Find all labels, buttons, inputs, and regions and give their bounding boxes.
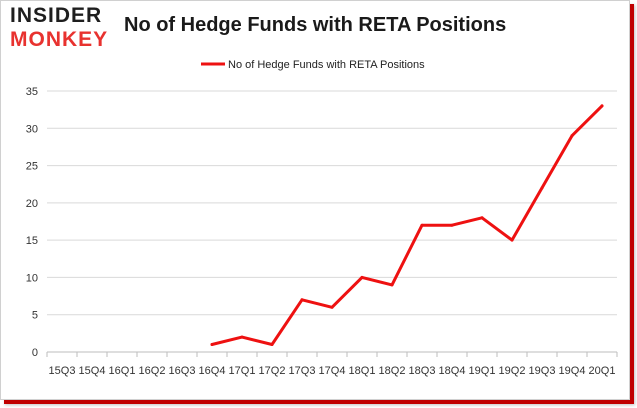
x-tick-label: 15Q4 — [79, 365, 106, 377]
data-point — [510, 238, 514, 242]
data-point — [450, 223, 454, 227]
chart-frame — [0, 0, 630, 400]
y-tick-label: 15 — [26, 235, 38, 247]
x-tick-label: 18Q3 — [409, 365, 436, 377]
x-tick-label: 20Q1 — [589, 365, 616, 377]
series-line-0 — [210, 104, 604, 346]
x-tick-label: 19Q1 — [469, 365, 496, 377]
data-point — [480, 216, 484, 220]
x-tick-label: 17Q2 — [259, 365, 286, 377]
x-tick-label: 19Q2 — [499, 365, 526, 377]
y-tick-label: 35 — [26, 86, 38, 98]
x-tick-label: 16Q4 — [199, 365, 226, 377]
y-tick-labels: 0 5 10 15 20 25 30 35 — [26, 86, 38, 359]
data-point — [240, 335, 244, 339]
y-tick-label: 30 — [26, 123, 38, 135]
x-tick-label: 16Q3 — [169, 365, 196, 377]
x-tick-labels: 15Q3 15Q4 16Q1 16Q2 16Q3 16Q4 17Q1 17Q2 17Q3 17Q4… — [49, 365, 616, 377]
x-tick-label: 18Q2 — [379, 365, 406, 377]
data-point — [570, 134, 574, 138]
y-tick-label: 25 — [26, 161, 38, 173]
data-point — [360, 275, 364, 279]
y-tick-label: 5 — [32, 310, 38, 322]
gridlines — [47, 90, 617, 316]
insider-monkey-logo: INSIDER MONKEY — [6, 4, 118, 52]
y-tick-label: 20 — [26, 198, 38, 210]
x-tick-label: 19Q3 — [529, 365, 556, 377]
x-tick-label: 17Q3 — [289, 365, 316, 377]
chart-title: No of Hedge Funds with RETA Positions — [124, 14, 507, 36]
x-tick-label: 17Q4 — [319, 365, 346, 377]
data-point — [210, 343, 214, 347]
y-tick-label: 10 — [26, 272, 38, 284]
data-point — [540, 186, 544, 190]
data-point — [600, 104, 604, 108]
legend-label: No of Hedge Funds with RETA Positions — [228, 59, 425, 71]
x-tick-label: 15Q3 — [49, 365, 76, 377]
y-tick-label: 0 — [32, 347, 38, 359]
x-tick-label: 16Q2 — [139, 365, 166, 377]
x-tick-label: 16Q1 — [109, 365, 136, 377]
legend: No of Hedge Funds with RETA Positions — [201, 59, 425, 71]
series-layer — [210, 104, 604, 347]
data-point — [420, 223, 424, 227]
x-tick-label: 19Q4 — [559, 365, 586, 377]
x-tick-label: 18Q1 — [349, 365, 376, 377]
data-point — [300, 298, 304, 302]
data-point — [330, 305, 334, 309]
data-point — [390, 283, 394, 287]
x-tick-label: 17Q1 — [229, 365, 256, 377]
logo-line-1: INSIDER — [10, 4, 103, 27]
data-point — [270, 343, 274, 347]
axes — [46, 351, 618, 357]
x-tick-label: 18Q4 — [439, 365, 466, 377]
logo-line-2: MONKEY — [10, 28, 109, 51]
